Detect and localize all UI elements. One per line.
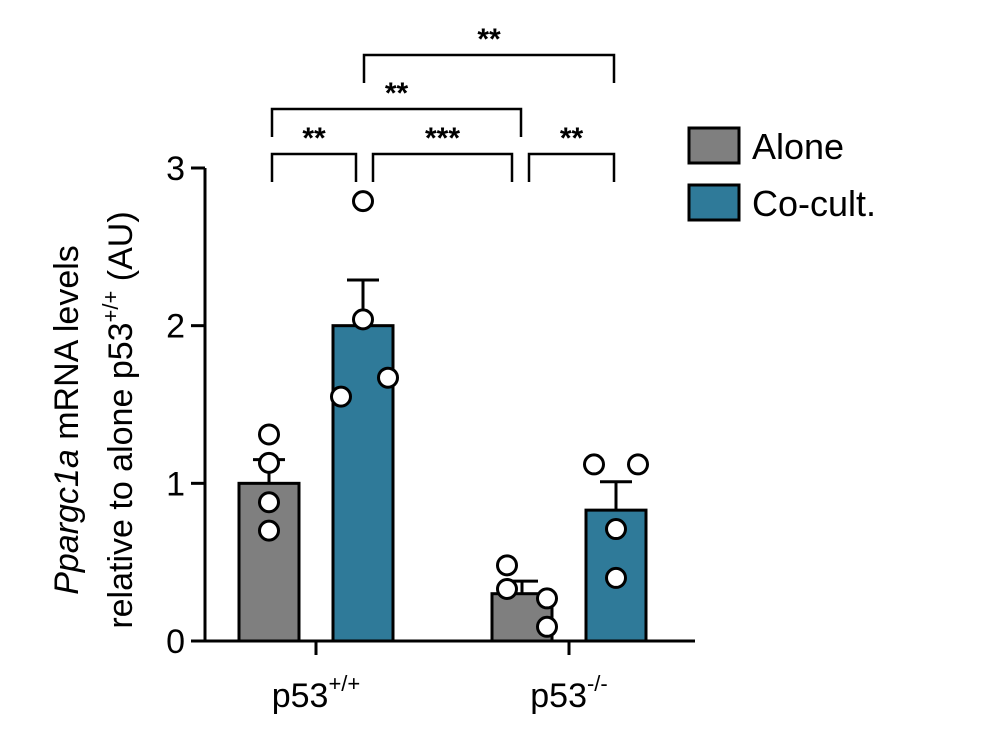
y-tick-label: 2 (166, 308, 185, 346)
data-point (258, 423, 280, 446)
legend-label: Alone (752, 126, 844, 167)
data-point (377, 366, 399, 389)
x-tick-label-main: p53 (530, 677, 587, 715)
data-point (583, 453, 605, 476)
significance-bracket (362, 53, 616, 83)
legend-swatch (687, 126, 741, 165)
data-point (536, 615, 558, 638)
significance-bracket (270, 107, 523, 137)
significance-bracket (527, 152, 616, 182)
significance-label: *** (425, 122, 460, 155)
significance-bracket (371, 152, 514, 182)
significance-label: ** (560, 122, 584, 155)
y-axis-subtitle: relative to alone p53+/+ (AU) (98, 211, 140, 628)
significance-label: ** (302, 122, 326, 155)
data-point (352, 190, 374, 213)
x-tick-label-sup: +/+ (328, 671, 360, 696)
legend-label: Co-cult. (752, 183, 876, 224)
x-tick-label: p53+/+ (272, 671, 361, 715)
data-point (258, 519, 280, 542)
data-point (352, 308, 374, 331)
data-point (627, 453, 649, 476)
legend: Alone Co-cult. (687, 126, 876, 224)
legend-swatch (687, 183, 741, 222)
y-tick-label: 0 (166, 623, 185, 661)
svg-text:Ppargc1a mRNA levels: Ppargc1a mRNA levels (48, 245, 86, 595)
data-point (496, 577, 518, 600)
significance-label: ** (385, 77, 409, 110)
data-point (330, 385, 352, 408)
x-tick-label: p53-/- (530, 671, 608, 715)
significance-bracket (270, 152, 358, 182)
data-point (258, 491, 280, 514)
svg-text:relative to alone p53+/+ (AU): relative to alone p53+/+ (AU) (98, 211, 140, 628)
data-point (605, 566, 627, 589)
data-point (605, 518, 627, 541)
data-point (536, 587, 558, 610)
y-axis-subtitle-sup: +/+ (98, 291, 123, 323)
x-tick-label-sup: -/- (587, 671, 608, 696)
y-axis-title-rest: mRNA levels (48, 245, 86, 449)
y-axis-title-italic: Ppargc1a (48, 449, 86, 595)
y-axis-title: Ppargc1a mRNA levels (48, 245, 86, 595)
y-tick-label: 3 (166, 150, 185, 188)
significance-label: ** (477, 23, 501, 56)
data-point (496, 554, 518, 577)
x-tick-label-main: p53 (272, 677, 329, 715)
y-axis-subtitle-main: relative to alone p53 (102, 322, 140, 628)
y-tick-label: 1 (166, 465, 185, 503)
data-point (258, 451, 280, 474)
y-axis-subtitle-tail: (AU) (102, 211, 140, 290)
